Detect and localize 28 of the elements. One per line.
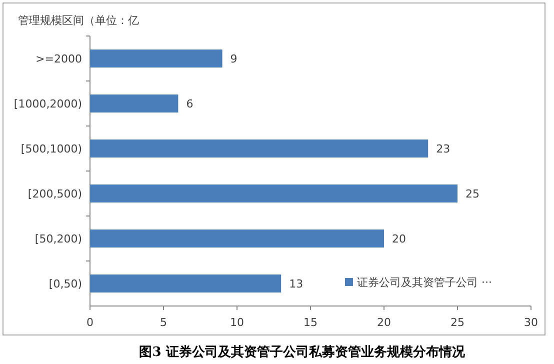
legend-label: 证券公司及其资管子公司 ··· [357,276,492,289]
data-label: 25 [466,188,480,200]
bar [90,274,282,292]
data-label: 20 [392,232,406,246]
bar [90,230,384,248]
x-tick-label: 25 [450,316,464,329]
y-tick-label: [200,500) [28,188,82,200]
x-tick-label: 10 [230,316,244,329]
y-tick-label: [500,1000) [20,142,82,156]
x-tick-label: 30 [524,316,538,329]
bar [90,140,428,158]
data-label: 6 [186,98,194,110]
y-tick-label: [0,50) [48,278,82,290]
text: 图3 证券公司及其资管子公司私募资管业务规模分布情况 [139,345,466,360]
y-tick-label: >=2000 [36,52,82,66]
bar [90,184,458,202]
y-tick-label: [1000,2000) [14,98,82,110]
data-label: 13 [289,278,304,290]
bar [90,94,178,112]
data-label: 23 [436,142,450,156]
x-tick-label: 20 [377,316,391,329]
x-tick-label: 5 [160,316,167,329]
x-tick-label: 0 [86,316,94,329]
data-label: 9 [230,52,238,66]
bar [90,50,222,68]
y-tick-label: [50,200) [34,232,82,246]
y-axis-title: 管理规模区间（单位：亿 [18,14,139,27]
x-tick-label: 15 [304,316,318,329]
